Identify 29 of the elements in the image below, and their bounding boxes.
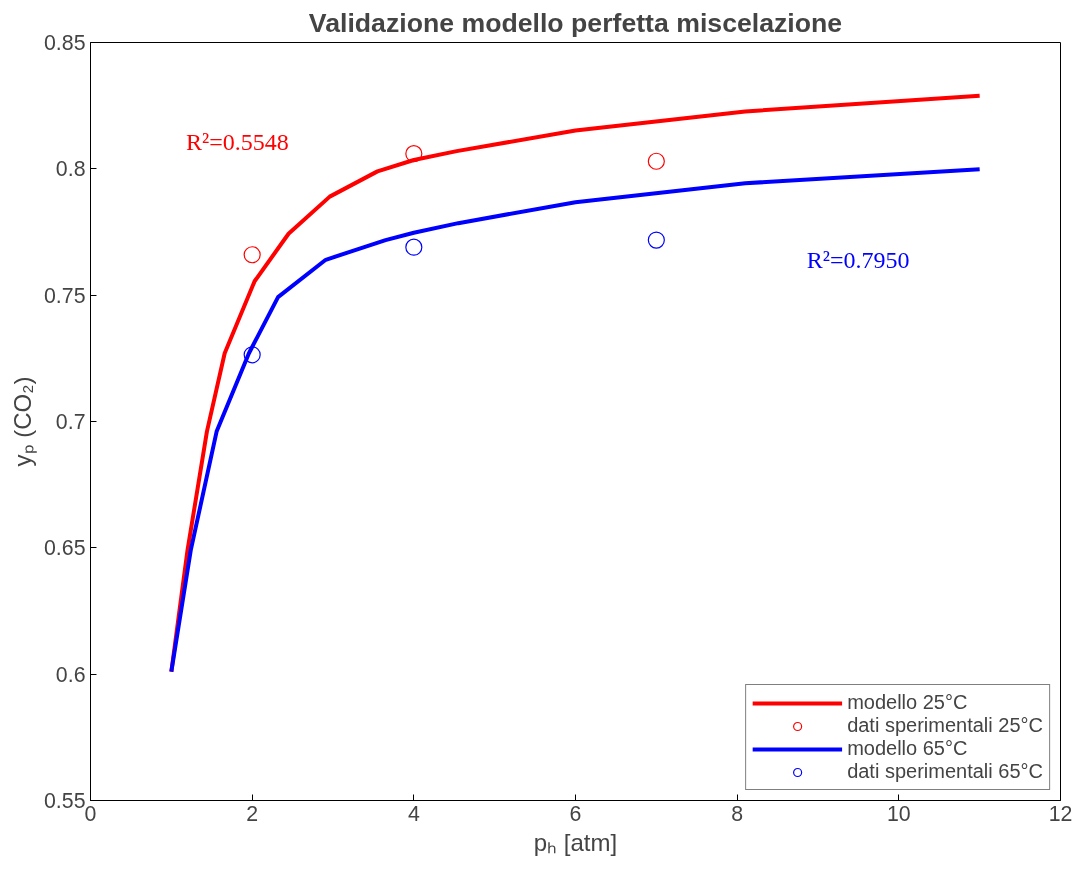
legend-label: dati sperimentali 25°C: [847, 714, 1043, 737]
y-tick-label: 0.55: [43, 789, 86, 813]
x-tick-label: 0: [84, 801, 97, 826]
y-tick-label: 0.75: [43, 283, 86, 308]
point: [243, 346, 261, 364]
point: [405, 145, 423, 163]
x-tick-label: 4: [407, 801, 420, 826]
y-tick-label: 0.65: [43, 536, 86, 561]
x-tick-label: 8: [731, 801, 744, 826]
point: [243, 246, 261, 264]
x-tick-label: 12: [1048, 801, 1073, 826]
legend-label: modello 25°C: [847, 691, 968, 714]
x-tick-label: 10: [886, 801, 911, 826]
y-tick-label: 0.6: [55, 662, 86, 687]
point: [647, 231, 665, 249]
y-axis-title: yₚ (CO₂): [8, 376, 37, 467]
chart-title: Validazione modello perfetta miscelazione: [308, 7, 843, 38]
annotation: R²=0.5548: [186, 129, 289, 156]
x-tick-label: 2: [246, 801, 259, 826]
point: [405, 238, 423, 256]
point: [647, 152, 665, 170]
x-tick-label: 6: [569, 801, 582, 826]
legend-label: dati sperimentali 65°C: [847, 760, 1043, 783]
y-tick-label: 0.85: [43, 31, 86, 55]
legend-label: modello 65°C: [847, 737, 968, 760]
x-axis-title: pₕ [atm]: [533, 828, 618, 856]
y-tick-label: 0.7: [55, 410, 86, 434]
y-tick-label: 0.8: [55, 157, 86, 182]
annotation: R²=0.7950: [806, 246, 910, 273]
